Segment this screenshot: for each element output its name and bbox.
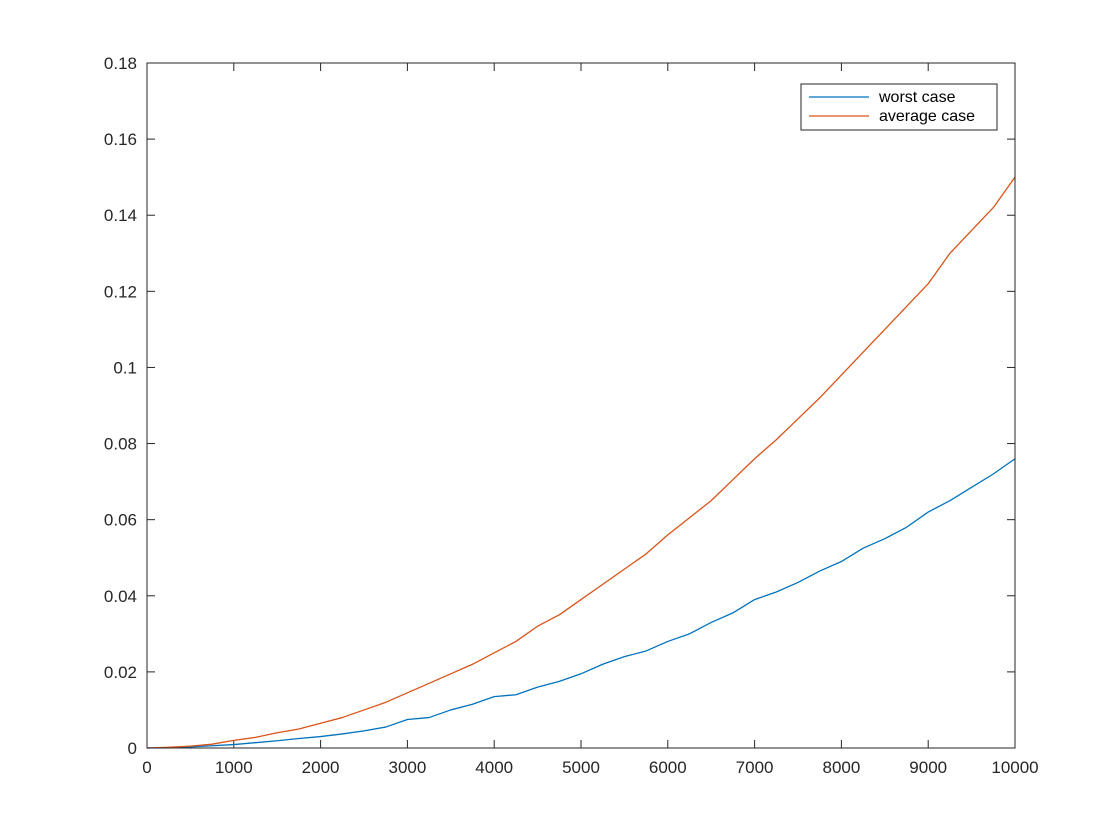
- y-tick-label: 0: [128, 739, 137, 758]
- x-tick-label: 1000: [215, 758, 253, 777]
- x-tick-label: 7000: [736, 758, 774, 777]
- x-tick-label: 4000: [475, 758, 513, 777]
- x-tick-label: 6000: [649, 758, 687, 777]
- x-tick-label: 10000: [991, 758, 1038, 777]
- y-tick-label: 0.16: [104, 130, 137, 149]
- x-tick-label: 8000: [822, 758, 860, 777]
- x-tick-label: 0: [142, 758, 151, 777]
- series-line-worst-case: [146, 458, 1016, 749]
- y-tick-label: 0.18: [104, 54, 137, 73]
- x-tick-label: 2000: [302, 758, 340, 777]
- y-tick-label: 0.04: [104, 587, 137, 606]
- series-line-average-case: [146, 176, 1016, 749]
- legend-label-average-case: average case: [879, 108, 975, 125]
- y-tick-labels: 0 0.02 0.04 0.06 0.08 0.1 0.12 0.14 0.16 0.18: [104, 54, 137, 758]
- y-tick-label: 0.1: [113, 358, 137, 377]
- legend: worst case average case: [800, 83, 998, 131]
- y-tick-label: 0.06: [104, 511, 137, 530]
- x-tick-label: 9000: [909, 758, 947, 777]
- plot-area: [147, 63, 1015, 748]
- y-tick-label: 0.02: [104, 663, 137, 682]
- plot-frame: [146, 62, 1016, 749]
- y-tick-label: 0.14: [104, 206, 137, 225]
- series-layer: [146, 176, 1016, 749]
- y-tick-label: 0.08: [104, 435, 137, 454]
- legend-box: [800, 83, 998, 131]
- x-tick-label: 3000: [388, 758, 426, 777]
- y-tick-label: 0.12: [104, 282, 137, 301]
- x-tick-label: 5000: [562, 758, 600, 777]
- x-tick-labels: 0 1000 2000 3000 4000 5000 6000 7000 8000 9000 100…: [142, 758, 1038, 777]
- legend-label-worst-case: worst case: [878, 89, 956, 106]
